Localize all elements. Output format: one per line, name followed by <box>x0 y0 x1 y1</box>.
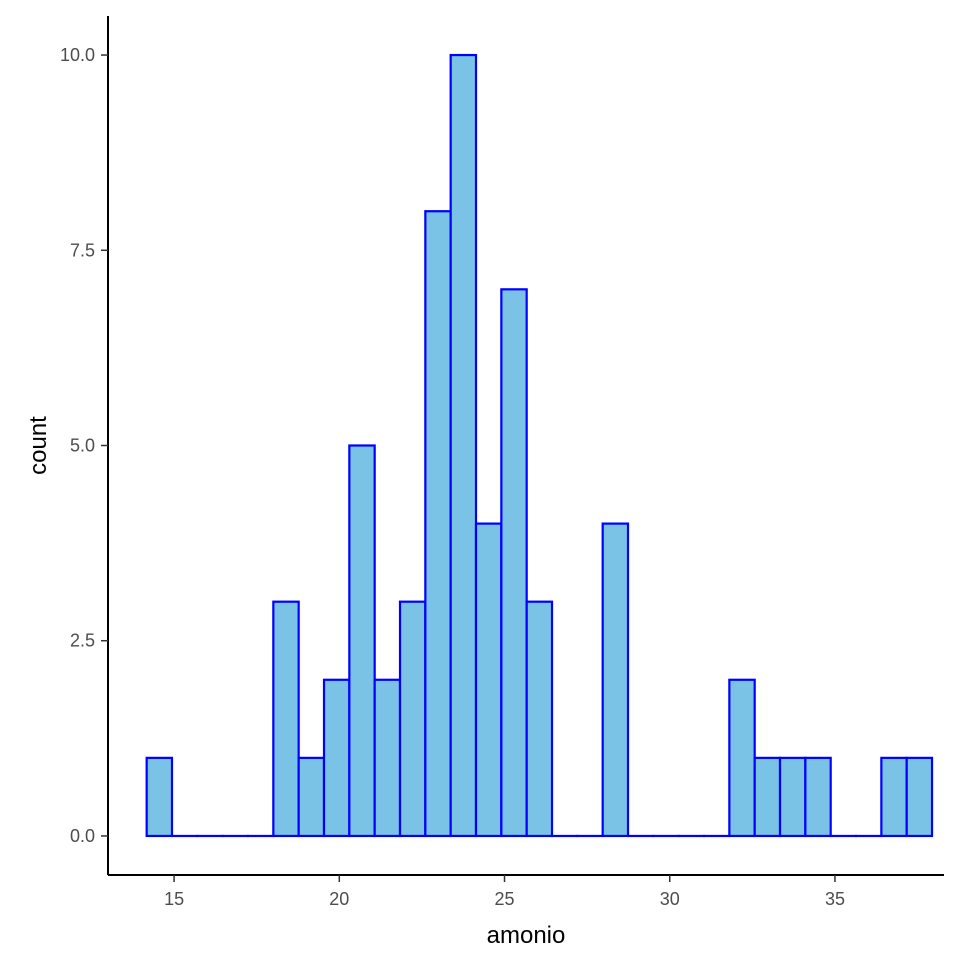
x-tick-label: 35 <box>825 889 845 909</box>
histogram-bar <box>272 600 300 838</box>
histogram-bar <box>728 678 756 838</box>
histogram-bar <box>424 210 452 838</box>
histogram-bar <box>753 756 782 838</box>
x-axis-ticks: 15 20 25 30 35 <box>164 875 845 909</box>
y-tick-label: 10.0 <box>60 45 95 65</box>
histogram-bar <box>322 678 351 838</box>
y-tick-label: 7.5 <box>70 240 95 260</box>
histogram-bar <box>778 756 807 838</box>
histogram-bar <box>348 444 376 838</box>
histogram-bar <box>880 756 908 838</box>
histogram-bar <box>601 522 630 838</box>
histogram-bar <box>500 288 528 838</box>
histogram-bar <box>804 756 832 838</box>
histogram-bar <box>525 600 554 838</box>
x-tick-label: 25 <box>495 889 515 909</box>
histogram-bar <box>905 756 934 838</box>
histogram-bar <box>145 756 174 838</box>
x-axis-title: amonio <box>487 922 566 949</box>
y-tick-label: 2.5 <box>70 631 95 651</box>
histogram-bar <box>449 53 478 838</box>
histogram-bar <box>474 522 503 838</box>
histogram-bars <box>145 53 934 838</box>
x-tick-label: 20 <box>329 889 349 909</box>
histogram-bar <box>398 600 427 838</box>
x-tick-label: 30 <box>660 889 680 909</box>
x-tick-label: 15 <box>164 889 184 909</box>
y-tick-label: 0.0 <box>70 826 95 846</box>
histogram-bar <box>297 756 326 838</box>
y-axis-ticks: 0.0 2.5 5.0 7.5 10.0 <box>60 45 108 846</box>
y-tick-label: 5.0 <box>70 436 95 456</box>
histogram-bar <box>373 678 402 838</box>
y-axis-title: count <box>25 416 52 475</box>
